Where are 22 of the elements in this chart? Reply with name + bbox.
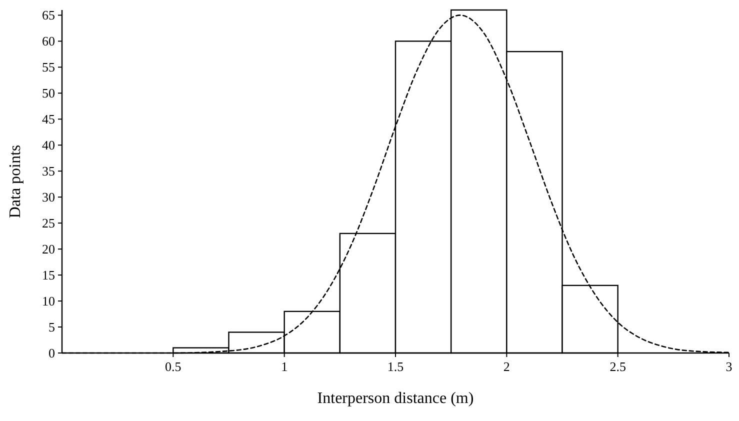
- x-tick-label: 3: [726, 359, 732, 374]
- y-axis-title: Data points: [7, 144, 24, 218]
- x-tick-label: 2: [503, 359, 510, 374]
- y-tick-label: 30: [42, 190, 55, 205]
- y-tick-label: 40: [42, 138, 55, 153]
- y-tick-label: 20: [42, 242, 55, 257]
- x-axis-title: Interperson distance (m): [317, 390, 474, 407]
- y-tick-label: 55: [42, 60, 55, 75]
- x-tick-label: 1.5: [387, 359, 404, 374]
- y-tick-label: 45: [42, 112, 55, 127]
- y-tick-label: 35: [42, 164, 55, 179]
- y-tick-label: 65: [42, 8, 55, 23]
- y-tick-label: 10: [42, 294, 55, 309]
- x-tick-label: 0.5: [165, 359, 182, 374]
- y-tick-label: 5: [48, 320, 55, 335]
- y-tick-label: 15: [42, 268, 55, 283]
- x-tick-label: 1: [281, 359, 288, 374]
- y-tick-label: 25: [42, 216, 55, 231]
- y-tick-label: 60: [42, 34, 55, 49]
- x-tick-label: 2.5: [610, 359, 626, 374]
- y-tick-label: 50: [42, 86, 55, 101]
- y-tick-label: 0: [48, 346, 55, 361]
